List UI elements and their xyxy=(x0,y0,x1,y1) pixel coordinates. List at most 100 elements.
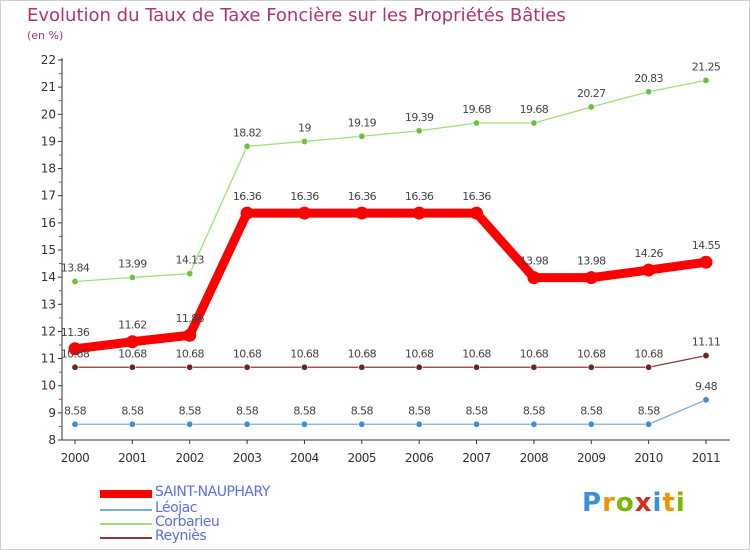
data-label-1: 8.58 xyxy=(351,404,374,417)
series-point-2 xyxy=(645,88,653,96)
series-point-3 xyxy=(300,363,308,371)
series-point-3 xyxy=(473,363,481,371)
series-point-3 xyxy=(587,363,595,371)
data-label-0: 14.26 xyxy=(634,247,663,260)
series-point-3 xyxy=(243,363,251,371)
series-point-3 xyxy=(358,363,366,371)
y-tick-label: 19 xyxy=(41,134,56,148)
series-point-2 xyxy=(587,103,595,111)
y-tick-label: 15 xyxy=(41,243,56,257)
y-tick-label: 8 xyxy=(48,433,56,447)
series-point-1 xyxy=(186,420,194,428)
data-label-0: 16.36 xyxy=(462,190,491,203)
data-label-0: 13.98 xyxy=(577,255,606,268)
series-line-0 xyxy=(70,208,711,354)
y-tick-label: 12 xyxy=(41,324,56,338)
x-tick-label: 2001 xyxy=(118,451,147,465)
data-label-1: 8.58 xyxy=(236,404,259,417)
logo-letter: r xyxy=(602,488,616,518)
data-label-2: 18.82 xyxy=(233,126,262,139)
series-point-0 xyxy=(68,342,82,356)
series-point-1 xyxy=(587,420,595,428)
y-tick-label: 21 xyxy=(41,80,56,94)
data-label-1: 8.58 xyxy=(121,404,144,417)
series-point-3 xyxy=(128,363,136,371)
series-point-3 xyxy=(71,363,79,371)
data-label-1: 8.58 xyxy=(523,404,546,417)
x-tick-label: 2006 xyxy=(405,451,434,465)
series-line-2 xyxy=(74,79,707,283)
series-point-1 xyxy=(243,420,251,428)
markers-layer xyxy=(68,76,713,428)
data-label-3: 10.68 xyxy=(348,347,377,360)
series-point-2 xyxy=(415,127,423,135)
data-label-0: 16.36 xyxy=(233,190,262,203)
series-point-2 xyxy=(530,119,538,127)
axes-layer: 8 9 10 11 12 13 14 15 16 17 18 19 20 21 22 2000 2001 2002… xyxy=(41,53,730,465)
series-point-0 xyxy=(412,206,426,220)
series-point-2 xyxy=(71,277,79,285)
series-point-1 xyxy=(415,420,423,428)
data-label-2: 19.68 xyxy=(462,103,491,116)
series-point-0 xyxy=(240,206,254,220)
legend-swatch-saint-nauphary xyxy=(100,490,152,498)
data-label-0: 16.36 xyxy=(290,190,319,203)
series-point-0 xyxy=(355,206,369,220)
data-label-1: 8.58 xyxy=(408,404,431,417)
data-label-0: 14.55 xyxy=(692,239,721,252)
data-label-1: 8.58 xyxy=(638,404,661,417)
data-label-0: 13.98 xyxy=(520,255,549,268)
series-point-0 xyxy=(527,271,541,285)
data-label-3: 10.68 xyxy=(462,347,491,360)
series-point-2 xyxy=(473,119,481,127)
series-point-2 xyxy=(300,137,308,145)
x-tick-label: 2000 xyxy=(61,451,90,465)
data-label-3: 10.68 xyxy=(61,347,90,360)
series-point-1 xyxy=(358,420,366,428)
data-label-0: 16.36 xyxy=(348,190,377,203)
data-label-1: 9.48 xyxy=(695,380,718,393)
logo-letter: x xyxy=(634,488,653,518)
logo-letter: i xyxy=(675,488,686,518)
data-label-2: 14.13 xyxy=(175,254,204,267)
series-point-3 xyxy=(186,363,194,371)
data-label-0: 11.62 xyxy=(118,319,147,332)
series-point-1 xyxy=(645,420,653,428)
data-label-3: 10.68 xyxy=(634,347,663,360)
data-label-3: 10.68 xyxy=(520,347,549,360)
legend-label-saint-nauphary: SAINT-NAUPHARY xyxy=(155,484,270,500)
series-point-1 xyxy=(702,396,710,404)
x-tick-label: 2011 xyxy=(692,451,721,465)
x-tick-label: 2007 xyxy=(462,451,491,465)
data-label-3: 10.68 xyxy=(577,347,606,360)
data-label-2: 13.84 xyxy=(61,261,90,274)
series-point-3 xyxy=(415,363,423,371)
series-point-0 xyxy=(470,206,484,220)
data-label-2: 19.68 xyxy=(520,103,549,116)
data-label-3: 10.68 xyxy=(118,347,147,360)
series-point-3 xyxy=(530,363,538,371)
x-tick-label: 2002 xyxy=(175,451,204,465)
data-label-1: 8.58 xyxy=(293,404,316,417)
legend-label-corbarieu: Corbarieu xyxy=(155,514,220,530)
x-tick-label: 2005 xyxy=(348,451,377,465)
data-label-2: 21.25 xyxy=(692,60,721,73)
chart-title: Evolution du Taux de Taxe Foncière sur l… xyxy=(27,5,566,26)
data-label-2: 20.27 xyxy=(577,87,606,100)
x-tick-label: 2010 xyxy=(634,451,663,465)
data-label-3: 10.68 xyxy=(175,347,204,360)
series-point-2 xyxy=(186,270,194,278)
series-point-0 xyxy=(183,328,197,342)
data-label-2: 19.19 xyxy=(348,116,377,129)
data-label-3: 10.68 xyxy=(290,347,319,360)
logo-letter: o xyxy=(615,488,635,518)
series-point-1 xyxy=(128,420,136,428)
proxiti-logo: Proxiti xyxy=(582,488,686,518)
series-point-0 xyxy=(584,271,598,285)
series-point-0 xyxy=(699,255,713,269)
x-tick-label: 2004 xyxy=(290,451,319,465)
data-label-3: 10.68 xyxy=(405,347,434,360)
y-tick-label: 18 xyxy=(41,162,56,176)
y-tick-label: 17 xyxy=(41,189,56,203)
